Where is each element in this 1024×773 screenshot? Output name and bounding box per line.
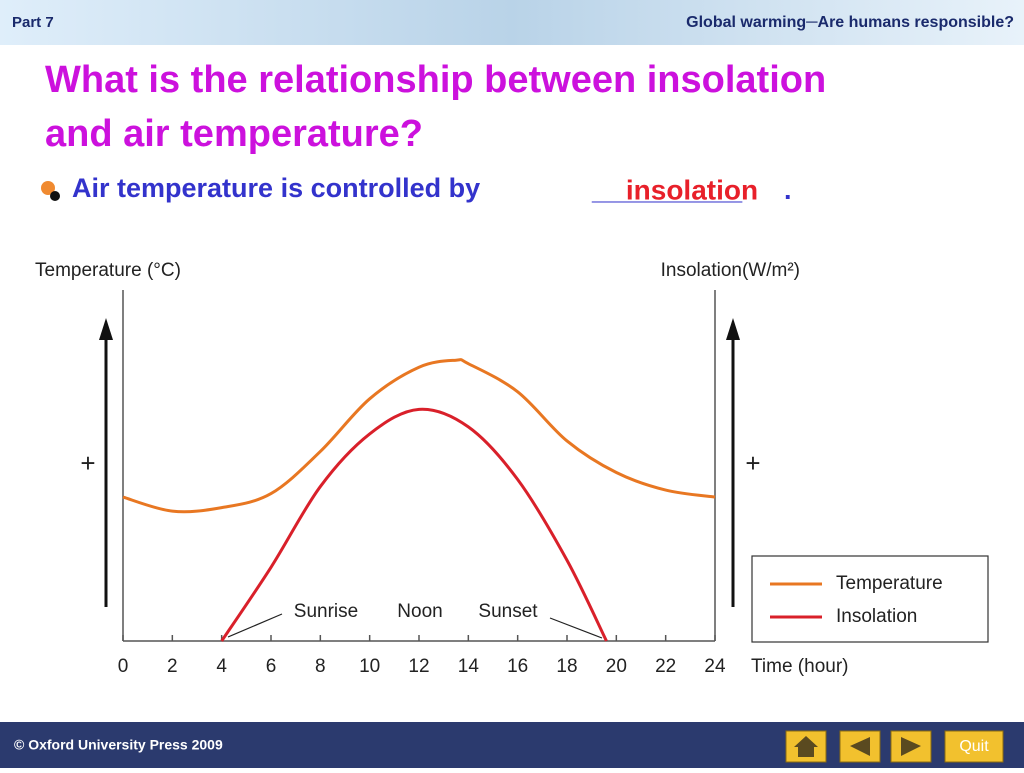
prev-button[interactable] <box>839 730 881 763</box>
y-sign: + <box>80 448 95 478</box>
x-tick-label: 2 <box>167 656 178 677</box>
x-tick-label: 0 <box>118 656 129 677</box>
part-label: Part 7 <box>12 14 54 31</box>
bullet-text: Air temperature is controlled by <box>72 173 480 203</box>
y2-axis-label: Insolation(W/m²) <box>661 260 800 281</box>
header-title: Global warming─Are humans responsible? <box>686 14 1014 31</box>
x-tick-label: 8 <box>315 656 326 677</box>
series-line <box>122 358 716 514</box>
bullet-icon <box>41 181 55 195</box>
legend-label: Insolation <box>836 606 917 627</box>
x-tick-label: 16 <box>507 656 528 677</box>
annotation: Sunrise <box>294 601 358 622</box>
bullet-blank: __________ <box>591 175 743 205</box>
y2-arrow-head <box>726 318 740 340</box>
copyright: © Oxford University Press 2009 <box>14 737 223 753</box>
x-tick-label: 14 <box>458 656 480 677</box>
x-tick-label: 24 <box>704 656 726 677</box>
legend-label: Temperature <box>836 573 943 594</box>
x-tick-label: 6 <box>266 656 277 677</box>
sunrise-arrow <box>227 613 283 638</box>
sunset-arrow <box>549 617 603 639</box>
legend-box <box>751 555 989 643</box>
x-tick-label: 20 <box>606 656 627 677</box>
quit-label[interactable]: Quit <box>959 738 989 755</box>
chart: Temperature (°C) Insolation(W/m²) Time (… <box>35 260 989 677</box>
slide-title: and air temperature? <box>45 113 423 155</box>
home-button[interactable] <box>785 730 827 763</box>
bullet-answer: insolation <box>626 174 758 205</box>
next-button[interactable] <box>890 730 932 763</box>
annotation: Sunset <box>478 601 538 622</box>
y-axis-label: Temperature (°C) <box>35 260 181 281</box>
y-arrow-head <box>99 318 113 340</box>
header-bar <box>0 0 1024 45</box>
x-tick-label: 18 <box>556 656 577 677</box>
x-axis-label: Time (hour) <box>751 656 848 677</box>
slide-title: What is the relationship between insolat… <box>45 59 826 101</box>
bullet-end: . <box>784 175 792 205</box>
x-tick-label: 4 <box>216 656 227 677</box>
annotation: Noon <box>397 601 442 622</box>
x-tick-label: 22 <box>655 656 676 677</box>
x-tick-label: 12 <box>408 656 429 677</box>
quit-button[interactable]: Quit <box>944 730 1004 763</box>
bullet-icon <box>50 191 60 201</box>
y2-sign: + <box>745 448 760 478</box>
series-line <box>220 407 608 642</box>
x-tick-label: 10 <box>359 656 380 677</box>
